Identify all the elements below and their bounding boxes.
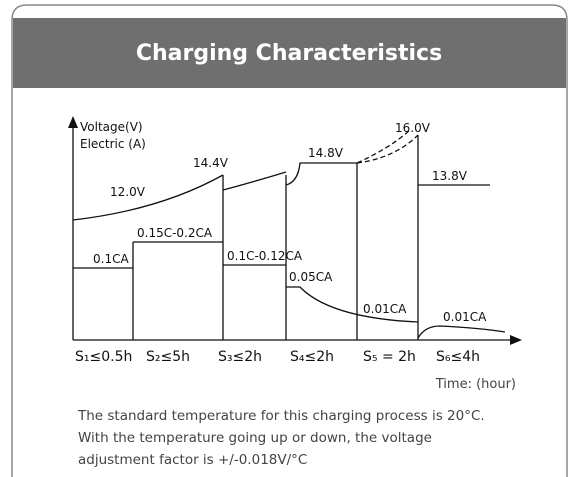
voltage-label: 12.0V (110, 185, 146, 199)
header-bar (13, 18, 566, 88)
stage-labels: S₁≤0.5h S₂≤5h S₃≤2h S₄≤2h S₅ = 2h S₆≤4h (75, 349, 480, 365)
card-border (11, 4, 568, 477)
stage-label: S₅ = 2h (363, 349, 416, 365)
title: Charging Characteristics (136, 41, 442, 66)
footer-line: With the temperature going up or down, t… (78, 430, 432, 446)
stage-label: S₁≤0.5h (75, 349, 132, 365)
y-label: Electric (A) (80, 137, 146, 151)
x-label: Time: (hour) (435, 377, 516, 392)
stage-dividers (132, 135, 419, 340)
stage-label: S₄≤2h (290, 349, 334, 365)
current-label: 0.1C-0.12CA (227, 249, 303, 263)
voltage-curve (72, 129, 490, 221)
stage-label: S₂≤5h (146, 349, 190, 365)
stage-label: S₆≤4h (436, 349, 480, 365)
current-label: 0.1CA (93, 252, 129, 266)
footer-line: The standard temperature for this chargi… (77, 408, 485, 424)
current-label: 0.05CA (289, 270, 333, 284)
current-label: 0.01CA (363, 302, 407, 316)
current-label: 0.15C-0.2CA (137, 226, 213, 240)
voltage-label: 13.8V (432, 169, 468, 183)
y-label: Voltage(V) (80, 120, 143, 134)
voltage-label: 14.4V (193, 156, 229, 170)
stage-label: S₃≤2h (218, 349, 262, 365)
current-curve (73, 241, 506, 339)
current-label: 0.01CA (443, 310, 487, 324)
footer-line: adjustment factor is +/-0.018V/°C (78, 452, 307, 468)
axes (68, 116, 522, 345)
voltage-label: 14.8V (308, 146, 344, 160)
voltage-label: 16.0V (395, 121, 431, 135)
